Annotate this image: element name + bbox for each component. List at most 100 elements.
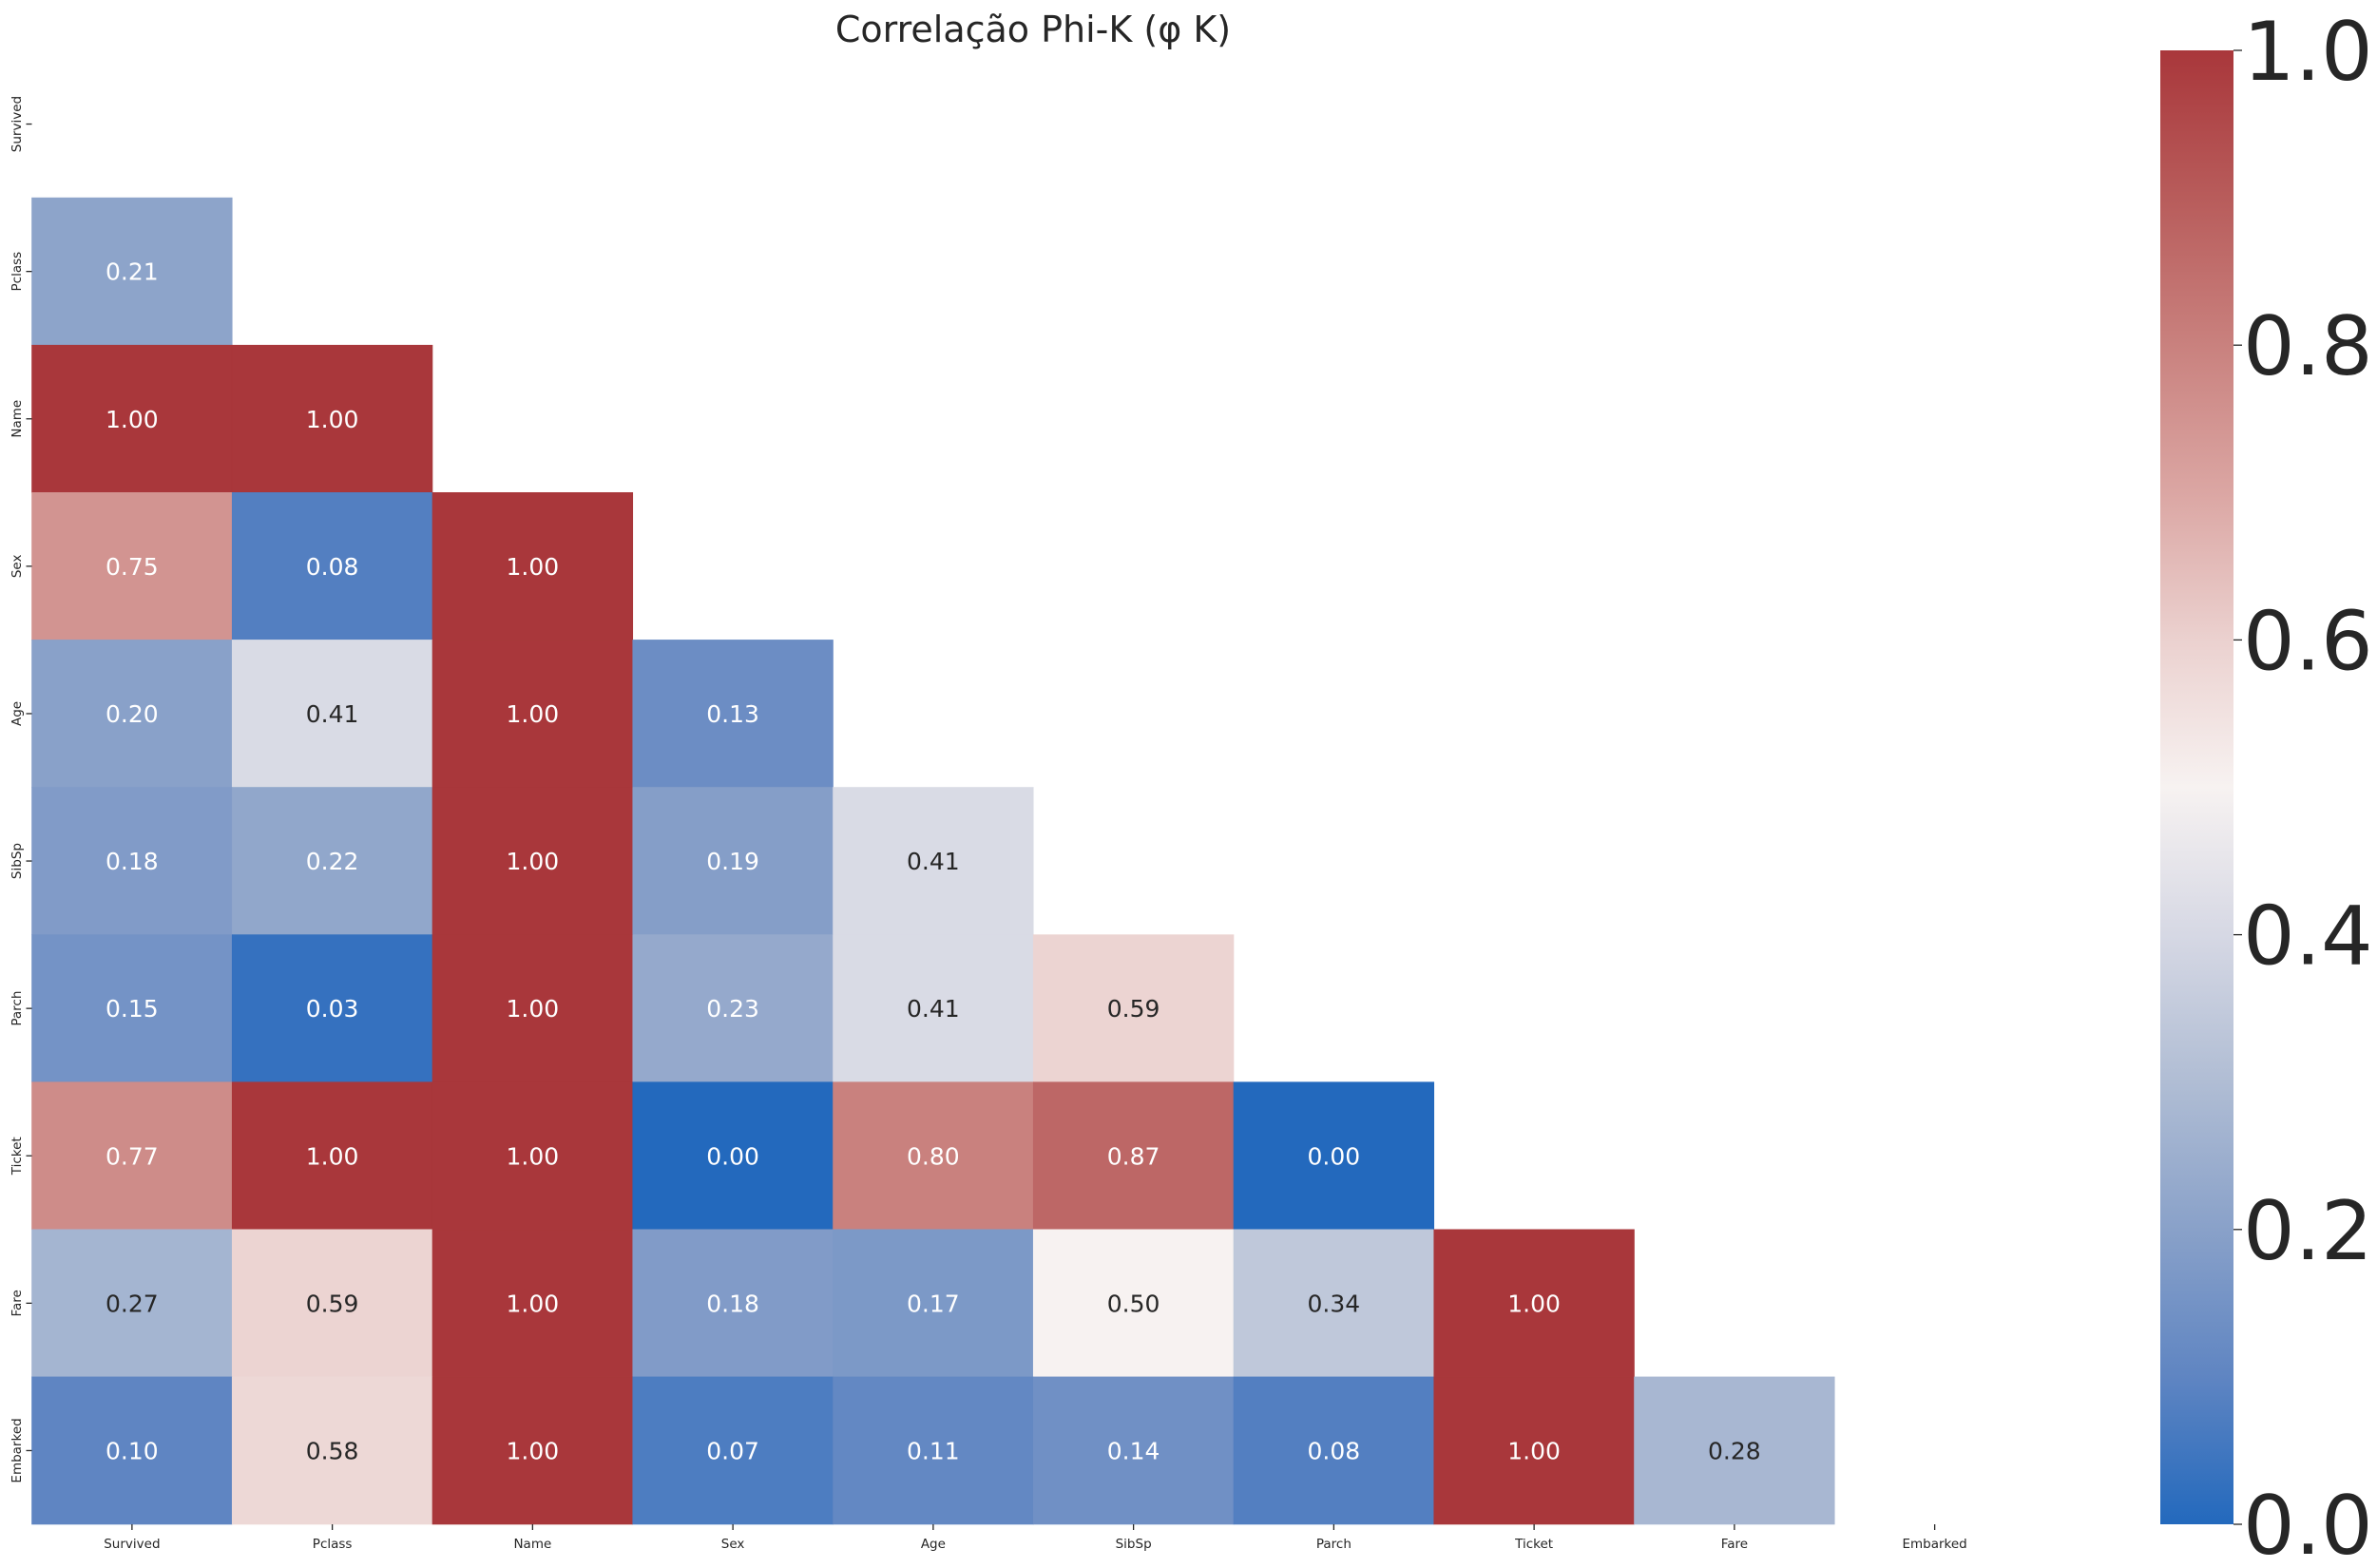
- cell-annotation: 0.41: [907, 848, 960, 875]
- heatmap-cell: [1032, 934, 1235, 1082]
- cell-annotation: 1.00: [105, 406, 159, 433]
- heatmap-cell: [431, 1081, 634, 1231]
- cell-annotation: 0.20: [105, 700, 159, 728]
- heatmap-cell: [231, 640, 433, 788]
- colorbar-axis: 0.0 0.2 0.4 0.6 0.8 1.0: [2233, 5, 2373, 1568]
- heatmap-cell: [632, 934, 834, 1082]
- cell-annotation: 1.00: [1507, 1437, 1561, 1464]
- heatmap-cell: [1433, 1376, 1635, 1525]
- cell-annotation: 0.80: [907, 1142, 960, 1170]
- x-tick-label: Embarked: [1902, 1537, 1966, 1552]
- heatmap-cell: [833, 787, 1034, 935]
- heatmap-cell: [231, 344, 433, 493]
- colorbar-tick-label: 0.8: [2243, 299, 2373, 394]
- heatmap-cell: [31, 1376, 233, 1525]
- x-tick-label: Ticket: [1514, 1537, 1553, 1552]
- cell-annotation: 1.00: [507, 1437, 560, 1464]
- heatmap-cell: [632, 640, 834, 788]
- heatmap-cell: [31, 1229, 233, 1378]
- cell-annotation: 0.07: [706, 1437, 759, 1464]
- cell-annotation: 0.75: [105, 553, 159, 581]
- heatmap-cell: [632, 1081, 834, 1231]
- y-tick-label: Pclass: [10, 252, 25, 292]
- heatmap-cell: [632, 787, 834, 935]
- heatmap-cell: [31, 640, 233, 788]
- heatmap-cell: [1233, 1081, 1435, 1231]
- heatmap-cell: [1233, 1376, 1435, 1525]
- cell-annotation: 1.00: [507, 700, 560, 728]
- cell-annotation: 0.14: [1107, 1437, 1160, 1464]
- cell-annotation: 0.00: [1308, 1142, 1361, 1170]
- heatmap-cells: [31, 197, 1835, 1525]
- heatmap-cell: [231, 1229, 433, 1378]
- heatmap-cell: [231, 787, 433, 935]
- heatmap-cell: [31, 344, 233, 493]
- cell-annotation: 0.58: [306, 1437, 359, 1464]
- x-axis: Survived Pclass Name Sex Age SibSp Parch Ticket…: [104, 1524, 1967, 1552]
- cell-annotation: 0.41: [907, 995, 960, 1023]
- heatmap-cell: [632, 1376, 834, 1525]
- heatmap-cell: [431, 787, 634, 935]
- heatmap-cell: [1634, 1376, 1835, 1525]
- y-tick-label: SibSp: [10, 843, 25, 879]
- heatmap-cell: [1233, 1229, 1435, 1378]
- y-tick-label: Name: [10, 400, 25, 438]
- cell-annotation: 0.18: [105, 848, 159, 875]
- heatmap-cell: [431, 640, 634, 788]
- cell-annotation: 0.59: [306, 1290, 359, 1317]
- x-tick-label: Sex: [721, 1537, 745, 1552]
- cell-annotation: 0.10: [105, 1437, 159, 1464]
- x-tick-label: Fare: [1721, 1537, 1748, 1552]
- cell-annotation: 0.34: [1308, 1290, 1361, 1317]
- cell-annotation: 1.00: [507, 553, 560, 581]
- cell-annotation: 0.27: [105, 1290, 159, 1317]
- x-tick-label: Pclass: [313, 1537, 353, 1552]
- heatmap-cell: [231, 1081, 433, 1231]
- cell-annotation: 0.77: [105, 1142, 159, 1170]
- heatmap-cell: [31, 1081, 233, 1231]
- x-tick-label: Age: [921, 1537, 946, 1552]
- heatmap-cell: [833, 1229, 1034, 1378]
- cell-annotation: 0.22: [306, 848, 359, 875]
- cell-annotation: 1.00: [507, 995, 560, 1023]
- cell-annotation: 0.23: [706, 995, 759, 1023]
- y-tick-label: Ticket: [10, 1137, 25, 1176]
- cell-annotation: 0.21: [105, 258, 159, 286]
- cell-annotation: 0.18: [706, 1290, 759, 1317]
- heatmap-cell: [833, 1081, 1034, 1231]
- cell-annotation: 0.87: [1107, 1142, 1160, 1170]
- heatmap-cell: [31, 197, 233, 346]
- heatmap-cell: [431, 934, 634, 1082]
- cell-annotation: 0.41: [306, 700, 359, 728]
- y-tick-label: Parch: [10, 991, 25, 1026]
- chart-title: Correlação Phi-K (φ K): [835, 9, 1231, 50]
- cell-annotation: 0.08: [1308, 1437, 1361, 1464]
- cell-annotation: 0.50: [1107, 1290, 1160, 1317]
- heatmap-cell: [1433, 1229, 1635, 1378]
- cell-annotation: 0.00: [706, 1142, 759, 1170]
- colorbar-tick-label: 0.0: [2243, 1479, 2373, 1568]
- y-axis: Survived Pclass Name Sex Age SibSp Parch Ticket…: [10, 96, 32, 1483]
- y-tick-label: Embarked: [10, 1418, 25, 1482]
- x-tick-label: Survived: [104, 1537, 160, 1552]
- heatmap-cell: [231, 934, 433, 1082]
- heatmap-cell: [833, 1376, 1034, 1525]
- heatmap-annotations: 0.21 1.00 1.00 0.75 0.08 1.00 0.20 0.41 1.00 0.13…: [105, 258, 1761, 1465]
- heatmap-cell: [833, 934, 1034, 1082]
- cell-annotation: 1.00: [507, 848, 560, 875]
- x-tick-label: Name: [513, 1537, 551, 1552]
- heatmap-cell: [431, 1229, 634, 1378]
- cell-annotation: 0.17: [907, 1290, 960, 1317]
- y-tick-label: Fare: [10, 1290, 25, 1316]
- cell-annotation: 1.00: [507, 1142, 560, 1170]
- x-tick-label: SibSp: [1116, 1537, 1152, 1552]
- y-tick-label: Age: [10, 701, 25, 726]
- heatmap-cell: [431, 1376, 634, 1525]
- heatmap-cell: [431, 491, 634, 641]
- cell-annotation: 0.19: [706, 848, 759, 875]
- cell-annotation: 1.00: [306, 406, 359, 433]
- cell-annotation: 0.59: [1107, 995, 1160, 1023]
- heatmap-cell: [231, 1376, 433, 1525]
- colorbar-gradient: [2160, 50, 2233, 1524]
